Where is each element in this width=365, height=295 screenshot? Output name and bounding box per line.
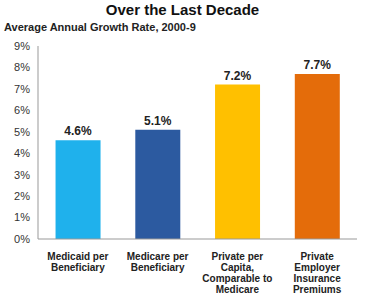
svg-text:Medicare perBeneficiary: Medicare perBeneficiary	[127, 251, 189, 273]
svg-text:4.6%: 4.6%	[64, 124, 92, 138]
svg-text:4%: 4%	[14, 147, 30, 159]
svg-text:PrivateEmployerInsurancePremiu: PrivateEmployerInsurancePremiums	[293, 251, 342, 295]
svg-text:3%: 3%	[14, 169, 30, 181]
svg-text:9%: 9%	[14, 40, 30, 52]
svg-text:2%: 2%	[14, 190, 30, 202]
svg-text:7.7%: 7.7%	[304, 58, 332, 72]
svg-text:Medicaid perBeneficiary: Medicaid perBeneficiary	[47, 251, 108, 273]
svg-text:8%: 8%	[14, 61, 30, 73]
svg-text:5%: 5%	[14, 126, 30, 138]
svg-text:Private perCapita,Comparable t: Private perCapita,Comparable toMedicare	[202, 251, 272, 295]
svg-text:5.1%: 5.1%	[144, 114, 172, 128]
svg-text:6%: 6%	[14, 104, 30, 116]
svg-text:7%: 7%	[14, 83, 30, 95]
html-text:Average Annual Growth Rate, 20: Average Annual Growth Rate, 2000-9	[4, 21, 196, 33]
svg-text:0%: 0%	[14, 233, 30, 245]
svg-text:1%: 1%	[14, 211, 30, 223]
svg-text:7.2%: 7.2%	[224, 69, 252, 83]
html-text:Over the Last Decade: Over the Last Decade	[105, 1, 260, 18]
